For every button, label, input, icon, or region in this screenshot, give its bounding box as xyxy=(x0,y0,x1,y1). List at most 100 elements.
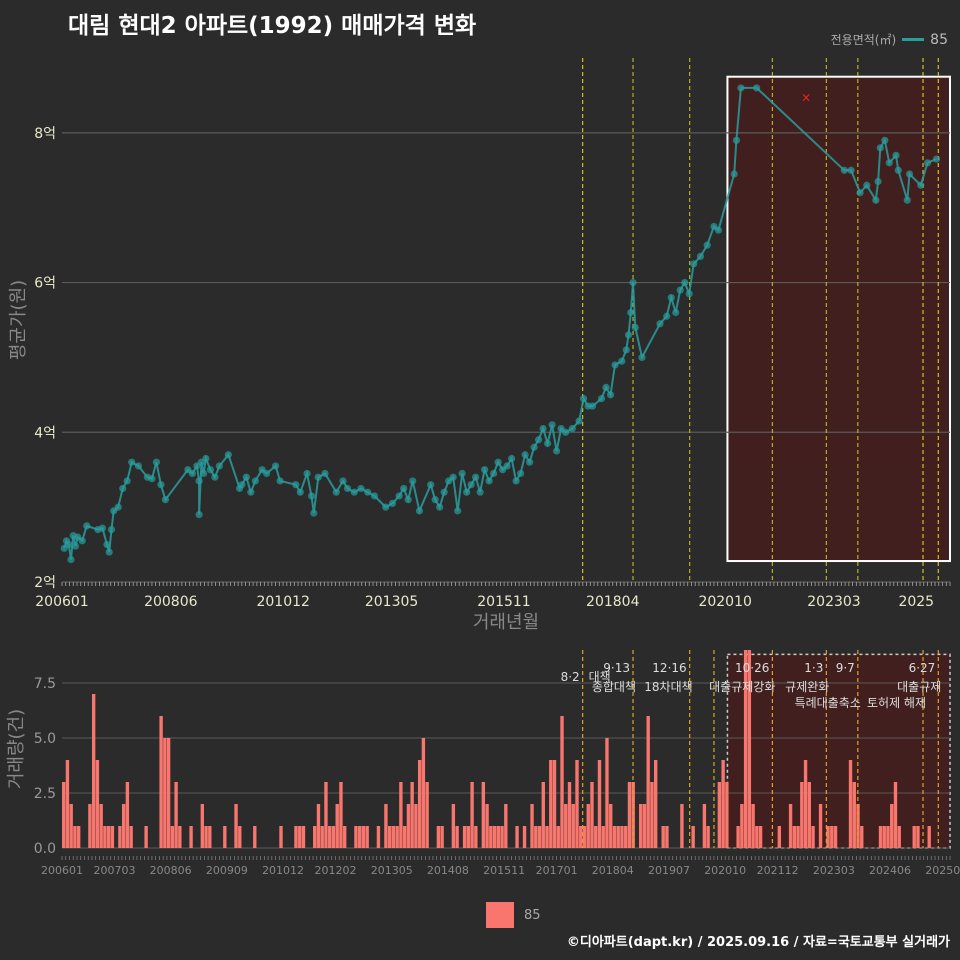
price-point xyxy=(894,166,902,174)
volume-bar xyxy=(811,826,815,848)
volume-bar xyxy=(316,804,321,848)
price-point xyxy=(440,488,448,496)
volume-ytick-label: 0.0 xyxy=(34,841,56,857)
volume-ytick-label: 7.5 xyxy=(34,676,56,692)
volume-bar xyxy=(620,826,624,848)
volume-bar xyxy=(777,826,782,848)
price-xtick-label: 202303 xyxy=(807,594,860,610)
volume-bar xyxy=(747,650,752,848)
volume-bar xyxy=(279,826,283,848)
volume-xtick-label: 202509 xyxy=(925,864,960,877)
volume-bar xyxy=(73,826,77,848)
volume-bar xyxy=(597,760,602,848)
source-footer: ©디아파트(dapt.kr) / 2025.09.16 / 자료=국토교통부 실… xyxy=(566,935,950,950)
price-point xyxy=(449,473,457,481)
volume-bar xyxy=(792,826,797,848)
price-point xyxy=(206,466,214,474)
volume-bar xyxy=(410,782,414,848)
price-point xyxy=(490,469,498,478)
price-point xyxy=(224,451,232,459)
price-point xyxy=(903,196,911,204)
price-point xyxy=(152,458,161,466)
price-point xyxy=(195,477,203,485)
price-point xyxy=(627,308,635,317)
volume-bar xyxy=(624,826,628,848)
volume-bar xyxy=(515,826,519,848)
volume-bar xyxy=(440,826,444,848)
price-point xyxy=(606,391,615,399)
volume-bar xyxy=(702,804,707,848)
volume-bar xyxy=(485,804,489,848)
volume-bar xyxy=(830,826,834,848)
price-point xyxy=(188,469,196,478)
price-point xyxy=(856,189,864,197)
price-ytick-label: 8억 xyxy=(34,126,56,142)
volume-bar xyxy=(470,782,474,848)
volume-xtick-label: 202406 xyxy=(869,864,911,877)
volume-bar xyxy=(110,826,115,848)
price-point xyxy=(847,166,855,174)
price-point xyxy=(67,555,75,564)
volume-xtick-label: 201305 xyxy=(371,864,413,877)
volume-bar xyxy=(204,826,208,848)
price-point xyxy=(310,509,318,517)
volume-bar xyxy=(200,804,205,848)
volume-xtick-label: 200806 xyxy=(150,864,192,877)
price-point xyxy=(415,507,424,515)
volume-bar xyxy=(121,804,126,848)
price-point xyxy=(271,462,280,470)
highlight-box xyxy=(726,75,952,563)
volume-bar xyxy=(642,804,647,848)
volume-bar xyxy=(118,826,122,848)
outlier-marker: × xyxy=(801,91,811,105)
volume-bar xyxy=(564,804,568,848)
volume-bar xyxy=(706,826,710,848)
price-xtick-label: 200806 xyxy=(144,594,198,610)
price-point xyxy=(238,481,246,489)
price-point xyxy=(656,320,664,328)
volume-bar xyxy=(489,826,493,848)
volume-bar xyxy=(294,826,298,848)
price-point xyxy=(350,488,358,496)
volume-bar xyxy=(691,826,695,848)
volume-bar xyxy=(800,782,804,848)
price-point xyxy=(714,226,723,234)
price-point xyxy=(892,151,900,159)
price-point xyxy=(881,136,889,144)
policy-annotation-text: 대책 xyxy=(589,669,611,684)
price-point xyxy=(128,458,136,466)
price-point xyxy=(872,196,880,204)
volume-bar xyxy=(534,826,538,848)
policy-annotation-text: 종합대책 xyxy=(592,679,636,694)
volume-bar xyxy=(178,826,182,848)
volume-bar xyxy=(170,826,175,848)
price-point xyxy=(730,170,738,178)
price-point xyxy=(575,417,583,425)
volume-bar xyxy=(567,782,572,848)
price-ytick-label: 6억 xyxy=(34,276,56,292)
price-point xyxy=(631,323,639,332)
price-point xyxy=(676,286,684,294)
policy-annotation-text: 18차대책 xyxy=(644,679,692,694)
price-point xyxy=(552,447,561,455)
price-point xyxy=(494,458,502,466)
price-point xyxy=(357,484,365,493)
volume-bar xyxy=(496,826,501,848)
price-point xyxy=(262,469,271,478)
price-point xyxy=(917,181,925,189)
volume-bar xyxy=(717,782,722,848)
volume-xtick-label: 201804 xyxy=(592,864,634,877)
price-point xyxy=(148,475,156,483)
price-point xyxy=(534,436,543,444)
price-legend: 전용면적(㎡) 85 xyxy=(831,31,948,48)
price-point xyxy=(215,462,223,470)
volume-bar xyxy=(725,782,729,848)
volume-bar xyxy=(455,826,459,848)
volume-bar xyxy=(106,826,111,848)
price-point xyxy=(905,170,914,178)
volume-ytick-label: 5.0 xyxy=(34,731,56,747)
price-point xyxy=(732,136,741,144)
price-point xyxy=(629,278,637,287)
price-point xyxy=(876,144,884,152)
price-point xyxy=(588,402,597,410)
